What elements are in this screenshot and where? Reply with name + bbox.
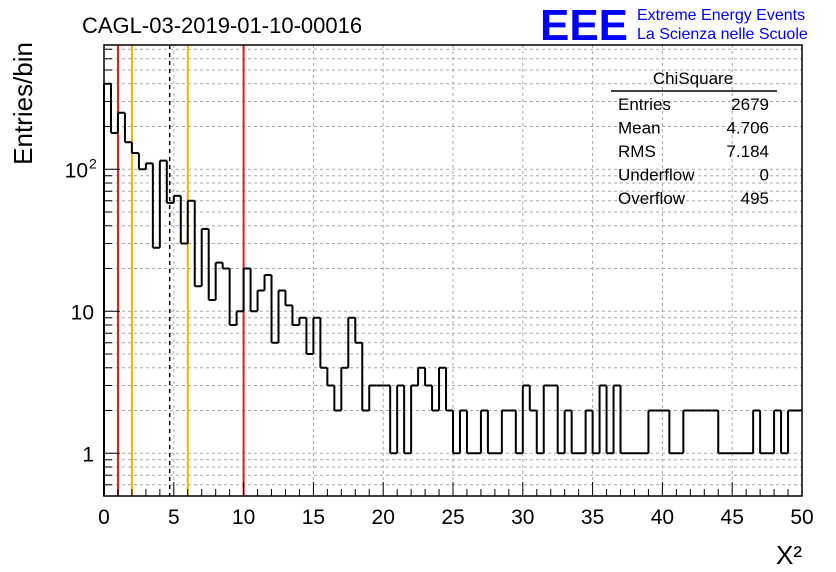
y-tick-exponent: 2 <box>89 155 97 171</box>
stats-label: Underflow <box>618 166 695 185</box>
stats-label: Entries <box>618 95 671 114</box>
eee-logo-line2: La Scienza nelle Scuole <box>637 26 808 43</box>
x-tick-label: 30 <box>511 506 534 529</box>
x-tick-label: 5 <box>168 506 180 529</box>
x-tick-label: 15 <box>302 506 325 529</box>
x-axis-label: X² <box>776 540 802 570</box>
x-tick-label: 25 <box>441 506 464 529</box>
stats-value: 495 <box>741 189 769 208</box>
stats-label: RMS <box>618 142 656 161</box>
chart-title: CAGL-03-2019-01-10-00016 <box>82 13 362 38</box>
eee-logo-mark: EEE <box>540 1 628 50</box>
grid <box>104 45 802 497</box>
y-tick-label: 10 <box>65 159 88 182</box>
x-tick-label: 50 <box>790 506 813 529</box>
x-tick-label: 10 <box>232 506 255 529</box>
stats-title: ChiSquare <box>653 69 733 88</box>
stats-label: Overflow <box>618 189 686 208</box>
x-tick-label: 20 <box>372 506 395 529</box>
axis-ticks <box>103 48 803 497</box>
y-tick-label: 10 <box>71 301 94 324</box>
x-tick-label: 0 <box>98 506 110 529</box>
x-tick-label: 35 <box>581 506 604 529</box>
eee-logo: EEE Extreme Energy Events La Scienza nel… <box>540 1 808 50</box>
y-axis-label: Entries/bin <box>8 42 38 165</box>
x-tick-label: 45 <box>721 506 744 529</box>
histogram <box>103 82 802 496</box>
stats-value: 4.706 <box>726 119 769 138</box>
x-tick-label: 40 <box>651 506 674 529</box>
reference-lines <box>116 45 245 496</box>
stats-box: ChiSquare Entries 2679 Mean 4.706 RMS 7.184 Un… <box>611 69 777 208</box>
stats-value: 0 <box>760 166 769 185</box>
eee-logo-line1: Extreme Energy Events <box>637 7 805 24</box>
y-tick-label: 1 <box>82 443 94 466</box>
stats-label: Mean <box>618 119 661 138</box>
stats-value: 2679 <box>731 95 769 114</box>
stats-value: 7.184 <box>726 142 769 161</box>
